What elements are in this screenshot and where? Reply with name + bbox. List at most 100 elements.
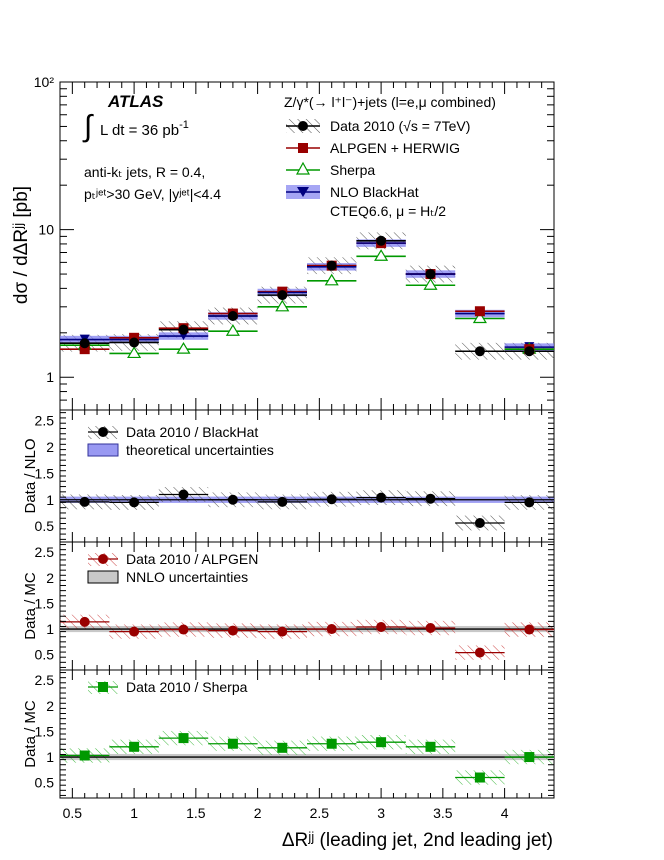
ratio-marker <box>326 738 337 749</box>
pdf-label: CTEQ6.6, μ = Hₜ/2 <box>330 203 446 219</box>
data-marker <box>227 310 238 321</box>
ratio-marker <box>129 626 140 637</box>
data-marker <box>277 290 288 301</box>
main-legend: Data 2010 (√s = 7TeV) ALPGEN + HERWIG Sh… <box>286 118 470 200</box>
sherpa-legend-data-label: Data 2010 / Sherpa <box>126 679 248 695</box>
alpgen-legend-band-label: NNLO uncertainties <box>126 569 248 585</box>
x-tick-label: 4 <box>501 805 509 821</box>
ratio-y-tick-label: 2 <box>46 439 54 455</box>
ratio-marker <box>474 647 485 658</box>
ratio-marker <box>129 497 140 508</box>
data-marker <box>79 338 90 349</box>
sherpa-marker <box>225 324 240 336</box>
ratio-y-tick-label: 1 <box>46 621 54 637</box>
data-marker <box>376 235 387 246</box>
legend-nlo-label: NLO BlackHat <box>330 184 419 200</box>
ratio-marker <box>474 517 485 528</box>
alpgen-legend: Data 2010 / ALPGEN NNLO uncertainties <box>87 551 258 585</box>
sherpa-marker <box>275 299 290 312</box>
legend-nlo-marker <box>297 187 309 197</box>
ratio-y-tick-label: 2 <box>46 698 54 714</box>
ratio-y-tick-label: 2.5 <box>35 413 55 429</box>
sherpa-legend: Data 2010 / Sherpa <box>88 679 248 695</box>
data-marker <box>425 269 436 280</box>
x-axis-title: ΔRʲʲ (leading jet, 2nd leading jet) <box>282 830 553 851</box>
x-tick-label: 2 <box>254 805 262 821</box>
ratio-y-tick-label: 1.5 <box>35 595 55 611</box>
ratio-marker <box>277 742 288 753</box>
main-y-tick-label: 10 <box>38 222 54 238</box>
ratio-marker <box>326 624 337 635</box>
ratio-marker <box>524 624 535 635</box>
sherpa-marker <box>423 278 438 290</box>
legend-sherpa-marker <box>295 161 311 175</box>
main-y-tick-label: 10² <box>34 74 55 90</box>
ratio-marker <box>129 741 140 752</box>
ratio-y-tick-label: 1.5 <box>35 465 55 481</box>
atlas-label: ATLAS <box>107 92 164 111</box>
ratio-marker <box>227 625 238 636</box>
nlo-legend-band-swatch <box>87 443 119 457</box>
ratio-marker <box>376 621 387 632</box>
x-tick-label: 3 <box>377 805 385 821</box>
ratio-marker <box>79 750 90 761</box>
ratio-y-tick-label: 1.5 <box>35 723 55 739</box>
lumi-label: L dt = 36 pb-1 <box>100 119 189 139</box>
legend-alpgen-marker <box>298 143 308 153</box>
ratio-marker <box>524 752 535 763</box>
x-tick-label: 2.5 <box>310 805 330 821</box>
alpgen-legend-band-swatch <box>87 570 119 584</box>
ratio-marker <box>277 496 288 507</box>
y-axis-title-main: dσ / dΔRʲʲ [pb] <box>11 186 32 304</box>
sherpa-marker <box>472 311 487 324</box>
ratio-marker <box>474 772 485 783</box>
y-axis-title-alpgen: Data / MC <box>22 572 39 640</box>
ratio-marker <box>425 623 436 634</box>
data-marker <box>326 260 337 271</box>
ratio-marker <box>79 616 90 627</box>
nlo-legend: Data 2010 / BlackHat theoretical uncerta… <box>87 424 274 458</box>
alpgen-marker <box>79 344 90 355</box>
data-marker <box>129 337 140 348</box>
alpgen-legend-data-label: Data 2010 / ALPGEN <box>126 551 258 567</box>
ratio-marker <box>524 497 535 508</box>
alpgen-marker <box>474 306 485 317</box>
data-marker <box>474 346 485 357</box>
y-axis-title-nlo: Data / NLO <box>22 438 39 513</box>
ratio-marker <box>425 493 436 504</box>
x-tick-label: 1.5 <box>186 805 206 821</box>
x-tick-label: 3.5 <box>433 805 453 821</box>
ratio-y-tick-label: 0.5 <box>35 775 55 791</box>
ratio-y-tick-label: 1 <box>46 492 54 508</box>
ratio-y-tick-label: 2 <box>46 570 54 586</box>
ratio-marker <box>376 737 387 748</box>
x-tick-label: 0.5 <box>63 805 83 821</box>
process-label: Z/γ*(→ l⁺l⁻)+jets (l=e,μ combined) <box>284 94 496 110</box>
y-axis-title-sherpa: Data / MC <box>22 700 39 768</box>
sherpa-marker <box>127 346 142 359</box>
ratio-marker <box>376 492 387 503</box>
sherpa-marker <box>374 249 389 261</box>
ratio-marker <box>178 624 189 635</box>
ratio-marker <box>425 741 436 752</box>
integral-symbol: ∫ <box>82 110 94 143</box>
legend-data-marker <box>298 121 308 131</box>
ratio-marker <box>277 626 288 637</box>
nlo-legend-band-label: theoretical uncertainties <box>126 442 274 458</box>
ratio-y-tick-label: 1 <box>46 749 54 765</box>
sherpa-marker <box>324 273 339 286</box>
data-marker <box>524 346 535 357</box>
x-tick-label: 1 <box>130 805 138 821</box>
legend-alpgen-label: ALPGEN + HERWIG <box>330 140 460 156</box>
ratio-marker <box>227 494 238 505</box>
sherpa-marker <box>176 341 191 354</box>
data-marker <box>178 324 189 335</box>
main-y-tick-label: 1 <box>46 369 54 385</box>
algo-label-1: anti-kₜ jets, R = 0.4, <box>84 164 205 180</box>
ratio-y-tick-label: 2.5 <box>35 672 55 688</box>
ratio-marker <box>178 489 189 500</box>
legend-sherpa-label: Sherpa <box>330 162 375 178</box>
legend-data-label: Data 2010 (√s = 7TeV) <box>330 118 470 134</box>
ratio-y-tick-label: 2.5 <box>35 544 55 560</box>
